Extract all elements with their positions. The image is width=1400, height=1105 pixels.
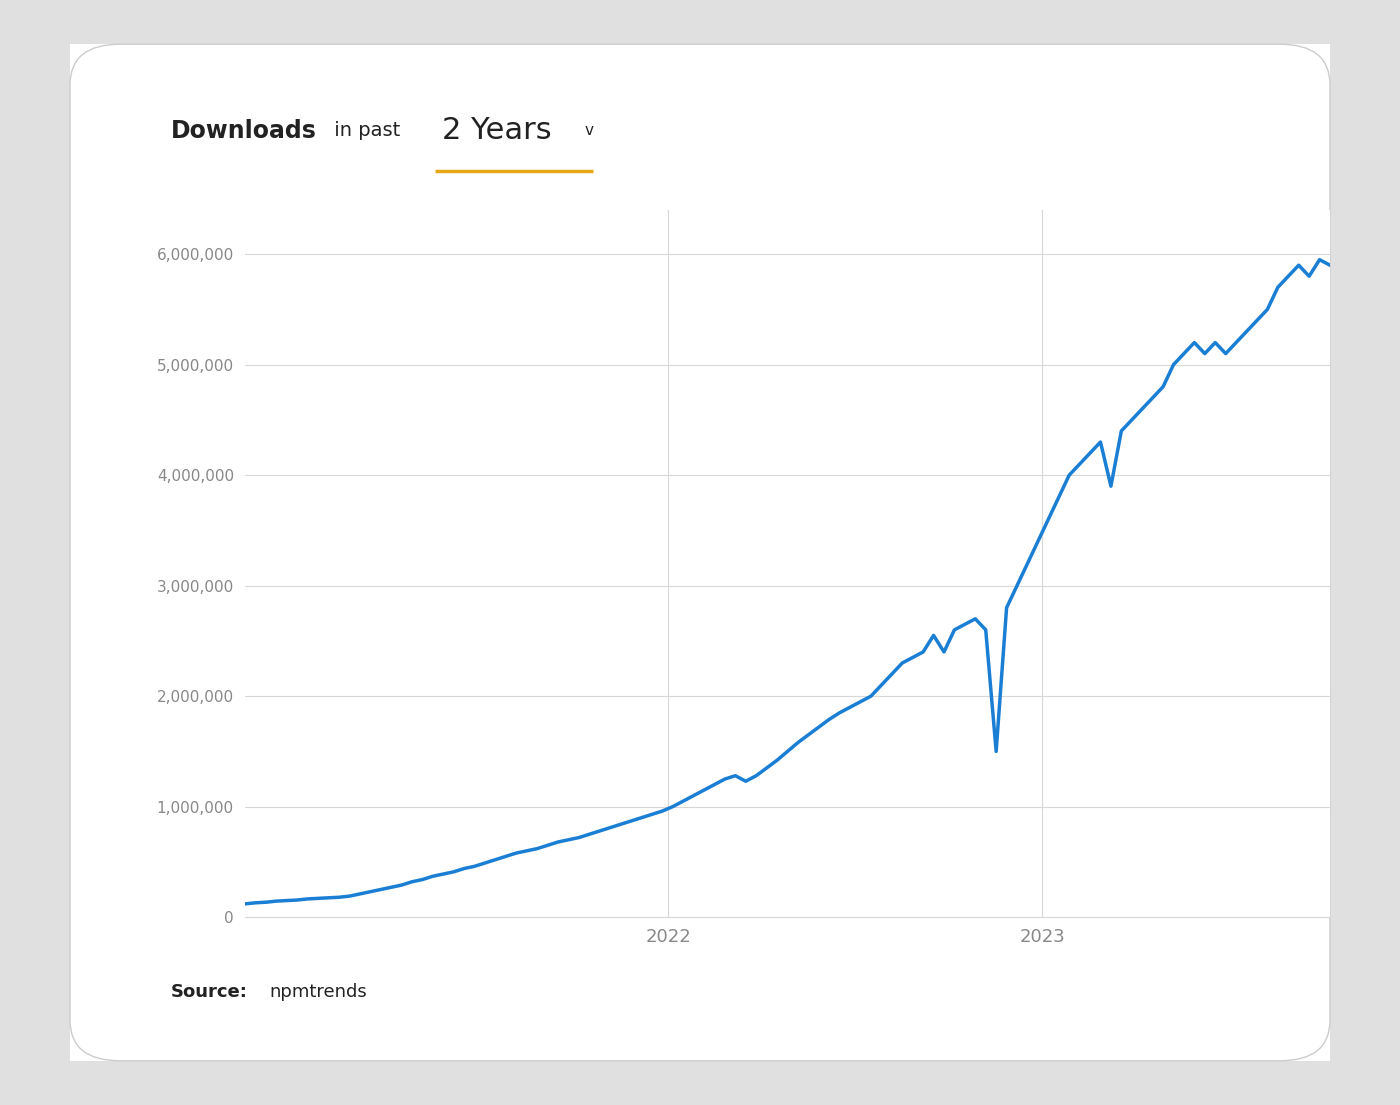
Text: vite: vite bbox=[697, 223, 734, 242]
Text: v: v bbox=[584, 123, 594, 138]
FancyBboxPatch shape bbox=[70, 44, 1330, 1061]
Text: 2 Years: 2 Years bbox=[442, 116, 552, 145]
Text: Source:: Source: bbox=[171, 982, 248, 1001]
Text: npmtrends: npmtrends bbox=[269, 982, 367, 1001]
Text: Downloads: Downloads bbox=[171, 118, 316, 143]
Text: in past: in past bbox=[328, 122, 400, 140]
